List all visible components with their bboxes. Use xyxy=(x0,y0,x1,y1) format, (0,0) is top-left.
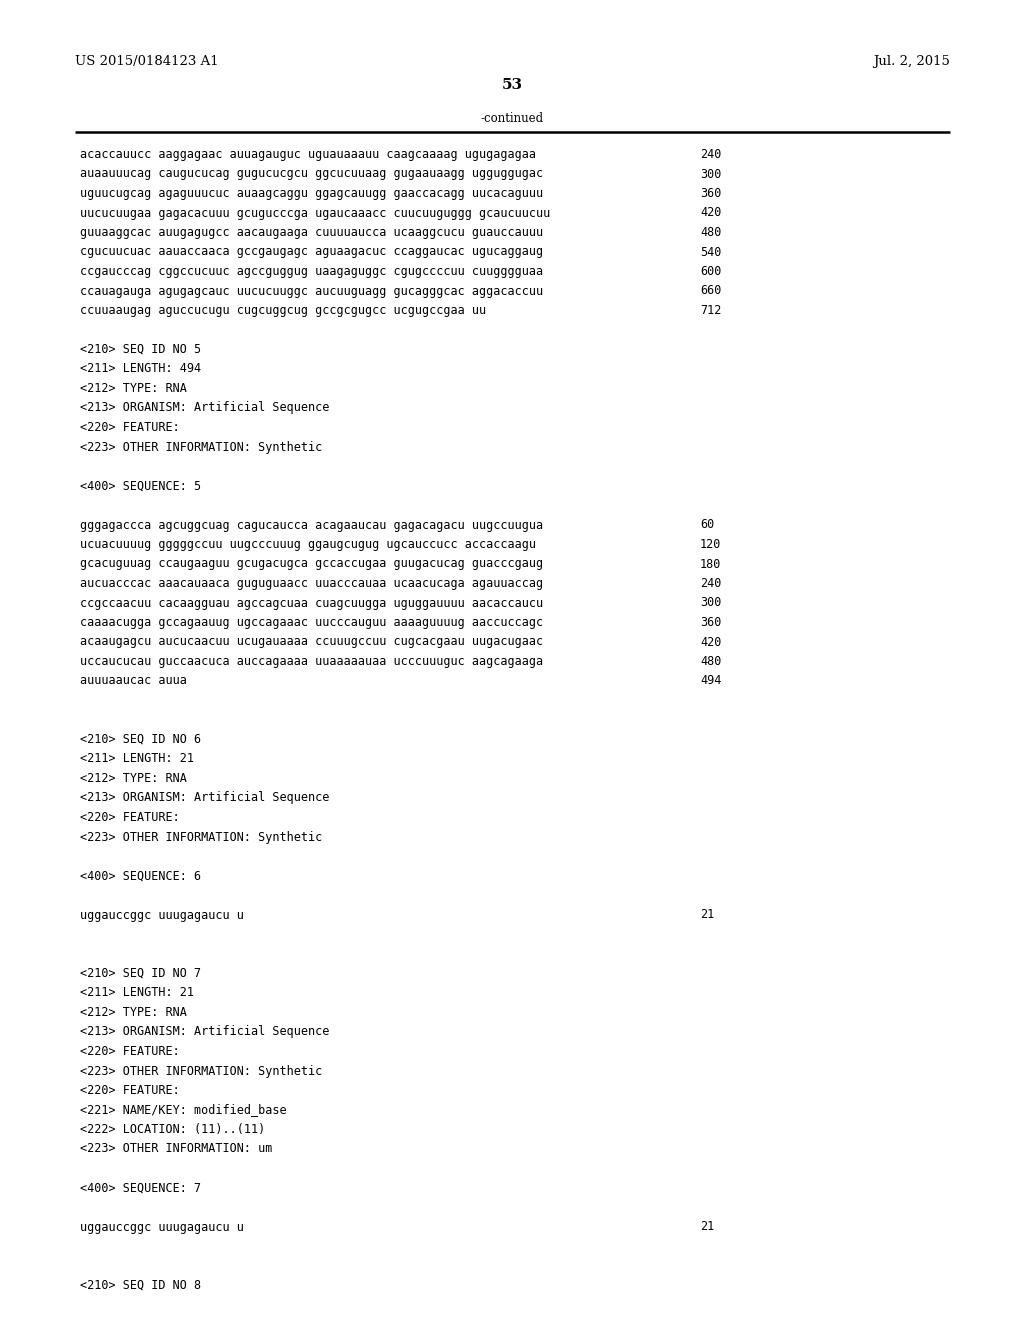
Text: 120: 120 xyxy=(700,539,721,550)
Text: ccgccaacuu cacaagguau agccagcuaa cuagcuugga uguggauuuu aacaccaucu: ccgccaacuu cacaagguau agccagcuaa cuagcuu… xyxy=(80,597,543,610)
Text: <213> ORGANISM: Artificial Sequence: <213> ORGANISM: Artificial Sequence xyxy=(80,401,330,414)
Text: 53: 53 xyxy=(502,78,522,92)
Text: <223> OTHER INFORMATION: um: <223> OTHER INFORMATION: um xyxy=(80,1143,272,1155)
Text: -continued: -continued xyxy=(480,112,544,125)
Text: <211> LENGTH: 21: <211> LENGTH: 21 xyxy=(80,986,194,999)
Text: uccaucucau guccaacuca auccagaaaa uuaaaaauaa ucccuuuguc aagcagaaga: uccaucucau guccaacuca auccagaaaa uuaaaaa… xyxy=(80,655,543,668)
Text: <210> SEQ ID NO 8: <210> SEQ ID NO 8 xyxy=(80,1279,201,1292)
Text: auaauuucag caugucucag gugucucgcu ggcucuuaag gugaauaagg ugguggugac: auaauuucag caugucucag gugucucgcu ggcucuu… xyxy=(80,168,543,181)
Text: <210> SEQ ID NO 6: <210> SEQ ID NO 6 xyxy=(80,733,201,746)
Text: <223> OTHER INFORMATION: Synthetic: <223> OTHER INFORMATION: Synthetic xyxy=(80,441,323,454)
Text: 420: 420 xyxy=(700,206,721,219)
Text: uggauccggc uuugagaucu u: uggauccggc uuugagaucu u xyxy=(80,908,244,921)
Text: <220> FEATURE:: <220> FEATURE: xyxy=(80,421,180,434)
Text: <211> LENGTH: 21: <211> LENGTH: 21 xyxy=(80,752,194,766)
Text: 21: 21 xyxy=(700,1221,715,1233)
Text: cgucuucuac aauaccaaca gccgaugagc aguaagacuc ccaggaucac ugucaggaug: cgucuucuac aauaccaaca gccgaugagc aguaaga… xyxy=(80,246,543,259)
Text: <223> OTHER INFORMATION: Synthetic: <223> OTHER INFORMATION: Synthetic xyxy=(80,1064,323,1077)
Text: 712: 712 xyxy=(700,304,721,317)
Text: 300: 300 xyxy=(700,168,721,181)
Text: 180: 180 xyxy=(700,557,721,570)
Text: Jul. 2, 2015: Jul. 2, 2015 xyxy=(873,55,950,69)
Text: ccuuaaugag aguccucugu cugcuggcug gccgcgugcc ucgugccgaa uu: ccuuaaugag aguccucugu cugcuggcug gccgcgu… xyxy=(80,304,486,317)
Text: uucucuugaa gagacacuuu gcugucccga ugaucaaacc cuucuuguggg gcaucuucuu: uucucuugaa gagacacuuu gcugucccga ugaucaa… xyxy=(80,206,550,219)
Text: 600: 600 xyxy=(700,265,721,279)
Text: <210> SEQ ID NO 7: <210> SEQ ID NO 7 xyxy=(80,968,201,979)
Text: <220> FEATURE:: <220> FEATURE: xyxy=(80,1084,180,1097)
Text: <220> FEATURE:: <220> FEATURE: xyxy=(80,810,180,824)
Text: guuaaggcac auugagugcc aacaugaaga cuuuuaucca ucaaggcucu guauccauuu: guuaaggcac auugagugcc aacaugaaga cuuuuau… xyxy=(80,226,543,239)
Text: 494: 494 xyxy=(700,675,721,688)
Text: <221> NAME/KEY: modified_base: <221> NAME/KEY: modified_base xyxy=(80,1104,287,1117)
Text: 360: 360 xyxy=(700,616,721,630)
Text: uggauccggc uuugagaucu u: uggauccggc uuugagaucu u xyxy=(80,1221,244,1233)
Text: <222> LOCATION: (11)..(11): <222> LOCATION: (11)..(11) xyxy=(80,1123,265,1137)
Text: 420: 420 xyxy=(700,635,721,648)
Text: acaccauucc aaggagaac auuagauguc uguauaaauu caagcaaaag ugugagagaa: acaccauucc aaggagaac auuagauguc uguauaaa… xyxy=(80,148,536,161)
Text: <211> LENGTH: 494: <211> LENGTH: 494 xyxy=(80,363,201,375)
Text: 660: 660 xyxy=(700,285,721,297)
Text: <213> ORGANISM: Artificial Sequence: <213> ORGANISM: Artificial Sequence xyxy=(80,792,330,804)
Text: acaaugagcu aucucaacuu ucugauaaaa ccuuugccuu cugcacgaau uugacugaac: acaaugagcu aucucaacuu ucugauaaaa ccuuugc… xyxy=(80,635,543,648)
Text: <400> SEQUENCE: 6: <400> SEQUENCE: 6 xyxy=(80,870,201,883)
Text: 21: 21 xyxy=(700,908,715,921)
Text: 360: 360 xyxy=(700,187,721,201)
Text: auuuaaucac auua: auuuaaucac auua xyxy=(80,675,186,688)
Text: 540: 540 xyxy=(700,246,721,259)
Text: <220> FEATURE:: <220> FEATURE: xyxy=(80,1045,180,1059)
Text: 240: 240 xyxy=(700,148,721,161)
Text: ccauagauga agugagcauc uucucuuggc aucuuguagg gucagggcac aggacaccuu: ccauagauga agugagcauc uucucuuggc aucuugu… xyxy=(80,285,543,297)
Text: <212> TYPE: RNA: <212> TYPE: RNA xyxy=(80,772,186,785)
Text: aucuacccac aaacauaaca guguguaacc uuacccauaa ucaacucaga agauuaccag: aucuacccac aaacauaaca guguguaacc uuaccca… xyxy=(80,577,543,590)
Text: 240: 240 xyxy=(700,577,721,590)
Text: 300: 300 xyxy=(700,597,721,610)
Text: gcacuguuag ccaugaaguu gcugacugca gccaccugaa guugacucag guacccgaug: gcacuguuag ccaugaaguu gcugacugca gccaccu… xyxy=(80,557,543,570)
Text: <213> ORGANISM: Artificial Sequence: <213> ORGANISM: Artificial Sequence xyxy=(80,1026,330,1039)
Text: uguucugcag agaguuucuc auaagcaggu ggagcauugg gaaccacagg uucacaguuu: uguucugcag agaguuucuc auaagcaggu ggagcau… xyxy=(80,187,543,201)
Text: caaaacugga gccagaauug ugccagaaac uucccauguu aaaaguuuug aaccuccagc: caaaacugga gccagaauug ugccagaaac uucccau… xyxy=(80,616,543,630)
Text: 480: 480 xyxy=(700,655,721,668)
Text: <212> TYPE: RNA: <212> TYPE: RNA xyxy=(80,381,186,395)
Text: gggagaccca agcuggcuag cagucaucca acagaaucau gagacagacu uugccuugua: gggagaccca agcuggcuag cagucaucca acagaau… xyxy=(80,519,543,532)
Text: ucuacuuuug gggggccuu uugcccuuug ggaugcugug ugcauccucc accaccaagu: ucuacuuuug gggggccuu uugcccuuug ggaugcug… xyxy=(80,539,536,550)
Text: <223> OTHER INFORMATION: Synthetic: <223> OTHER INFORMATION: Synthetic xyxy=(80,830,323,843)
Text: <400> SEQUENCE: 5: <400> SEQUENCE: 5 xyxy=(80,479,201,492)
Text: 60: 60 xyxy=(700,519,715,532)
Text: <400> SEQUENCE: 7: <400> SEQUENCE: 7 xyxy=(80,1181,201,1195)
Text: ccgaucccag cggccucuuc agccguggug uaagaguggc cgugccccuu cuugggguaa: ccgaucccag cggccucuuc agccguggug uaagagu… xyxy=(80,265,543,279)
Text: <212> TYPE: RNA: <212> TYPE: RNA xyxy=(80,1006,186,1019)
Text: US 2015/0184123 A1: US 2015/0184123 A1 xyxy=(75,55,219,69)
Text: <210> SEQ ID NO 5: <210> SEQ ID NO 5 xyxy=(80,343,201,356)
Text: 480: 480 xyxy=(700,226,721,239)
